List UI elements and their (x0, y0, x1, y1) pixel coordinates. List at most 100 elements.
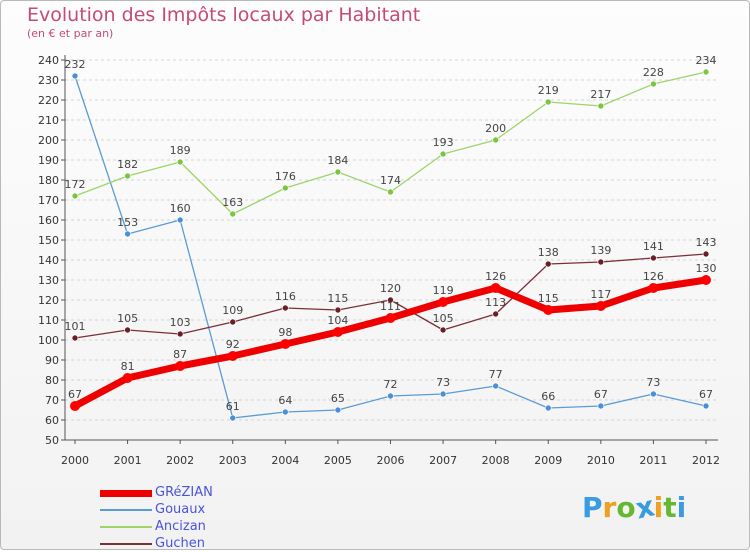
data-label: 176 (275, 170, 296, 183)
x-tick-label: 2001 (114, 454, 142, 467)
y-tick-label: 210 (38, 114, 59, 127)
data-point (385, 313, 396, 323)
data-label: 72 (384, 378, 398, 391)
data-label: 92 (226, 338, 240, 351)
data-label: 111 (380, 300, 401, 313)
data-point (176, 216, 184, 224)
data-label: 163 (222, 196, 243, 209)
legend-swatch (100, 526, 152, 528)
legend-item: Guchen (100, 535, 300, 552)
data-label: 174 (380, 174, 401, 187)
logo-letter: r (602, 491, 617, 524)
data-label: 73 (646, 376, 660, 389)
data-point (544, 404, 552, 412)
data-label: 87 (173, 348, 187, 361)
data-label: 67 (699, 388, 713, 401)
legend-item: GRéZIAN (100, 484, 300, 501)
data-point (387, 392, 394, 400)
data-point (650, 80, 657, 88)
y-tick-label: 190 (38, 154, 59, 167)
data-label: 219 (538, 84, 559, 97)
y-tick-label: 170 (38, 194, 59, 207)
y-tick-label: 200 (38, 134, 59, 147)
legend-label: Gouaux (155, 502, 206, 517)
logo-letter: i (653, 491, 664, 524)
legend-item: Gouaux (100, 501, 300, 518)
y-tick-label: 70 (45, 394, 59, 407)
data-label: 105 (117, 312, 138, 325)
y-tick-label: 180 (38, 174, 59, 187)
data-label: 126 (485, 270, 506, 283)
x-tick-label: 2011 (639, 454, 667, 467)
data-point (702, 402, 710, 410)
data-label: 234 (696, 54, 717, 67)
logo-letter: i (676, 491, 687, 524)
data-point (490, 283, 501, 293)
data-point (334, 168, 342, 176)
y-tick-label: 100 (38, 334, 59, 347)
data-label: 109 (222, 304, 243, 317)
data-point (387, 188, 394, 196)
data-label: 64 (278, 394, 292, 407)
x-tick-label: 2004 (271, 454, 299, 467)
data-point (702, 68, 710, 76)
data-point (439, 390, 447, 398)
data-point (544, 98, 552, 106)
y-tick-label: 140 (38, 254, 59, 267)
data-label: 115 (327, 292, 348, 305)
legend-swatch (100, 543, 152, 545)
data-point (282, 408, 289, 416)
data-label: 61 (226, 400, 240, 413)
y-tick-label: 240 (38, 54, 59, 67)
data-point (175, 361, 186, 371)
data-point (544, 260, 552, 268)
x-tick-label: 2002 (166, 454, 194, 467)
data-label: 77 (489, 368, 503, 381)
y-tick-label: 130 (38, 274, 59, 287)
y-tick-label: 160 (38, 214, 59, 227)
data-point (124, 230, 131, 238)
data-point (648, 283, 659, 293)
data-label: 101 (65, 320, 86, 333)
logo-letter: P (582, 491, 603, 524)
data-point (334, 306, 342, 314)
data-point (492, 136, 499, 144)
data-point (595, 301, 606, 311)
data-point (176, 158, 184, 166)
data-label: 117 (590, 288, 611, 301)
data-label: 160 (170, 202, 191, 215)
proxiti-logo: Proxiti (582, 489, 687, 525)
data-label: 193 (433, 136, 454, 149)
data-label: 172 (65, 178, 86, 191)
legend-label: GRéZIAN (155, 485, 213, 500)
data-label: 126 (643, 270, 664, 283)
x-tick-label: 2006 (377, 454, 405, 467)
data-point (543, 305, 554, 315)
series-group (70, 68, 711, 422)
data-label: 119 (433, 284, 454, 297)
data-point (176, 330, 184, 338)
data-label: 232 (65, 58, 86, 71)
data-label: 141 (643, 240, 664, 253)
data-point (492, 382, 499, 390)
y-tick-label: 80 (45, 374, 59, 387)
legend: GRéZIAN Gouaux Ancizan Guchen (100, 484, 300, 552)
data-label: 138 (538, 246, 559, 259)
data-label: 105 (433, 312, 454, 325)
data-labels: 232 153 160 61 64 65 72 73 77 66 67 73 67 172 182 189 16… (65, 54, 717, 413)
data-point (71, 192, 79, 200)
data-label: 217 (590, 88, 611, 101)
data-label: 200 (485, 122, 506, 135)
data-point (124, 326, 131, 334)
legend-swatch (100, 509, 152, 511)
data-label: 104 (327, 314, 348, 327)
data-label: 189 (170, 144, 191, 157)
data-label: 73 (436, 376, 450, 389)
data-label: 98 (278, 326, 292, 339)
x-tick-label: 2000 (61, 454, 89, 467)
y-tick-label: 150 (38, 234, 59, 247)
x-tick-label: 2003 (219, 454, 247, 467)
y-tick-label: 110 (38, 314, 59, 327)
data-label: 143 (696, 236, 717, 249)
